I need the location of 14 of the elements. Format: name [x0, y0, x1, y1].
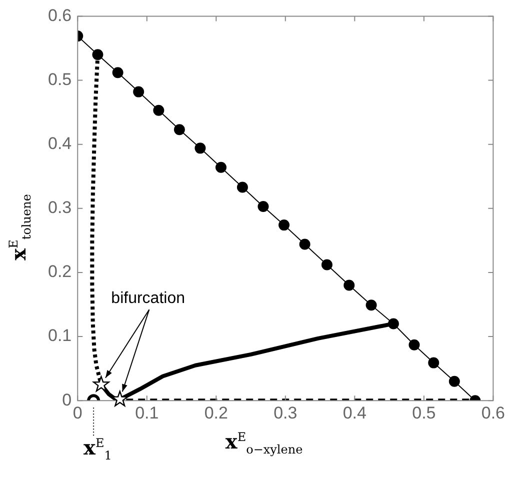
- x-tick-label: 0.5: [412, 403, 436, 422]
- x-tick-label: 0.2: [204, 403, 228, 422]
- x-tick-label: 0.3: [274, 403, 298, 422]
- x-tick-label: 0.1: [135, 403, 159, 422]
- y-tick-label: 0.6: [48, 6, 72, 25]
- y-tick-label: 0.5: [48, 70, 72, 89]
- y-tick-label: 0: [62, 390, 72, 410]
- x-tick-label: 0.6: [481, 403, 506, 422]
- y-tick-label: 0.2: [48, 262, 72, 282]
- y-tick-label: 0.3: [48, 198, 72, 218]
- y-tick-label: 0.1: [48, 326, 72, 346]
- y-tick-label: 0.4: [48, 134, 72, 154]
- x-tick-label: 0.4: [342, 403, 366, 422]
- annotation: bifurcation: [111, 290, 185, 308]
